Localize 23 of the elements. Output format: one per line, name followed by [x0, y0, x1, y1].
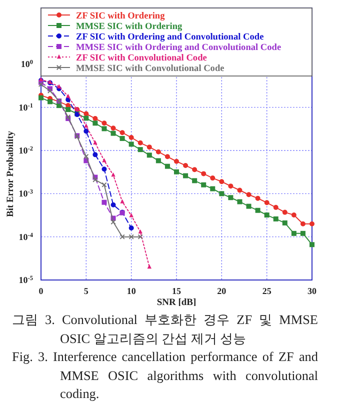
- legend-label: MMSE SIC with Ordering: [76, 22, 182, 32]
- legend-label: ZF SIC with Convolutional Code: [76, 53, 207, 64]
- legend-label: MMSE SIC with Convolutional Code: [76, 64, 224, 74]
- caption: 그림 3. Convolutional 부호화한 경우 ZF 및 MMSE OSIC 알고리즘의 간섭 제거 성능: [12, 311, 318, 348]
- caption: Fig. 3. Interference cancellation performance of ZF and MMSE OSIC algorithms with convolutional coding.: [12, 348, 318, 403]
- x-tick-label: 30: [308, 286, 317, 296]
- y-tick-label: 10$^{-4}$: [18, 231, 34, 242]
- x-tick-label: 0: [38, 286, 44, 296]
- x-tick-label: 25: [262, 286, 272, 296]
- y-tick-label: 10$^{-5}$: [18, 274, 33, 285]
- y-tick-label: 10$^{0}$: [20, 58, 33, 70]
- x-tick-label: 20: [217, 286, 227, 296]
- x-tick-label: 10: [126, 286, 136, 296]
- y-tick-label: 10$^{-1}$: [18, 102, 33, 112]
- y-tick-label: 10$^{-2}$: [18, 144, 33, 156]
- x-tick-label: 5: [84, 286, 89, 296]
- legend-label: MMSE SIC with Ordering and Convolutional Code: [76, 42, 282, 53]
- x-tick-label: 15: [172, 286, 182, 296]
- y-tick-label: 10$^{-3}$: [18, 188, 33, 199]
- y-axis-title: Bit Error Probability: [6, 130, 16, 218]
- x-axis-title: SNR [dB]: [156, 298, 196, 308]
- legend-label: ZF SIC with Ordering: [76, 11, 166, 22]
- legend-label: ZF SIC with Ordering and Convolutional Code: [76, 32, 264, 42]
